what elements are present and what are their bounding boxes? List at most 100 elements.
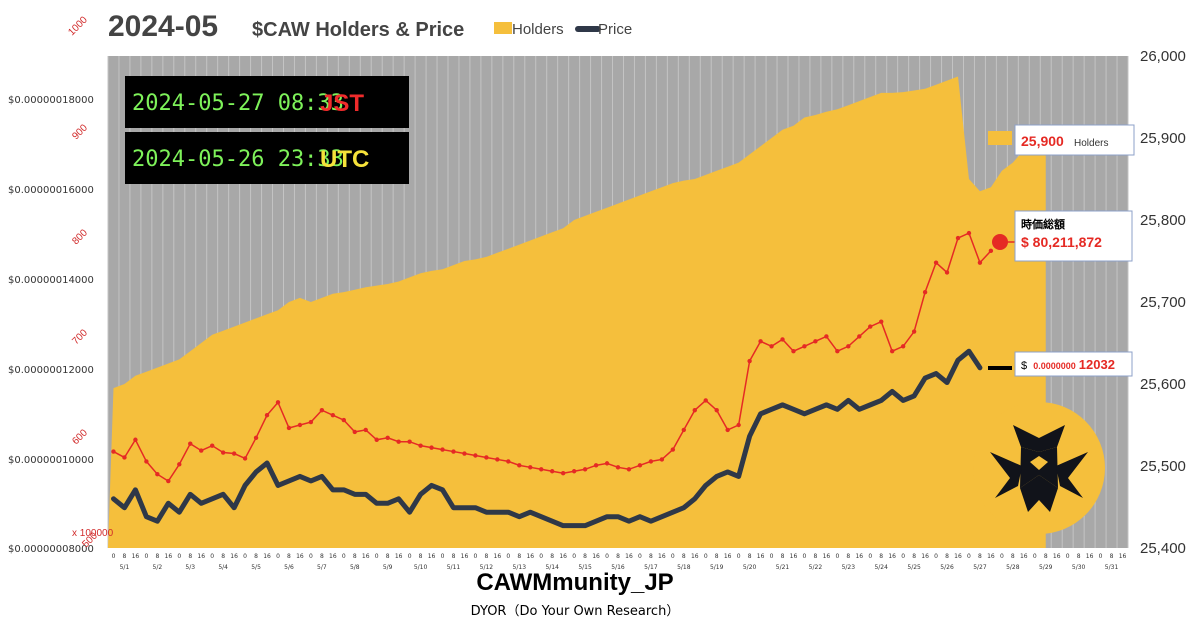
mcap-tick: 600 <box>70 427 90 447</box>
x-hour-label: 16 <box>691 553 699 560</box>
market-cap-point <box>177 462 182 467</box>
mcap-tick: 700 <box>70 327 90 347</box>
mcap-label: 時価総額 <box>1021 217 1065 231</box>
market-cap-point <box>966 230 972 236</box>
x-hour-label: 8 <box>781 553 785 560</box>
market-cap-point <box>769 344 774 349</box>
x-hour-label: 16 <box>494 553 502 560</box>
x-axis-hour-labels: 0 8 16 0 8 16 0 8 16 0 8 16 0 8 16 0 8 16 0 8 16 0 8 16 0 8 16 0 8 16… <box>112 553 1127 560</box>
market-cap-point <box>593 463 599 468</box>
x-day-label: 5/27 <box>973 564 987 571</box>
mcap-tick: 1000 <box>66 14 90 38</box>
market-cap-point <box>911 329 917 334</box>
market-cap-point <box>297 422 303 428</box>
jst-label: JST <box>320 90 364 117</box>
x-hour-label: 8 <box>912 553 916 560</box>
x-hour-label: 8 <box>616 553 620 560</box>
mcap-marker <box>992 234 1008 250</box>
x-day-label: 5/12 <box>480 564 494 571</box>
market-cap-point <box>253 435 259 440</box>
right-tick: 25,400 <box>1140 540 1186 557</box>
left-tick: $0.00000012000 <box>8 365 94 376</box>
market-cap-point <box>758 339 763 344</box>
x-hour-label: 0 <box>803 553 807 560</box>
right-tick: 25,600 <box>1140 376 1186 393</box>
market-cap-point <box>549 469 555 474</box>
x-hour-label: 16 <box>428 553 436 560</box>
market-cap-point <box>418 443 423 448</box>
market-cap-point <box>835 349 840 354</box>
x-hour-label: 0 <box>1099 553 1103 560</box>
market-cap-point <box>407 439 412 444</box>
x-hour-label: 8 <box>846 553 850 560</box>
market-cap-point <box>988 248 994 254</box>
x-hour-label: 0 <box>605 553 609 560</box>
market-cap-point <box>615 465 621 470</box>
x-hour-label: 8 <box>748 553 752 560</box>
crow-icon <box>990 425 1088 512</box>
x-hour-label: 8 <box>550 553 554 560</box>
x-hour-label: 8 <box>1044 553 1048 560</box>
x-hour-label: 0 <box>276 553 280 560</box>
market-cap-point <box>220 450 226 455</box>
left-tick: $0.00000014000 <box>8 275 94 286</box>
x-day-label: 5/3 <box>185 564 195 571</box>
x-hour-label: 0 <box>210 553 214 560</box>
right-axis: 25,400 25,500 25,600 25,700 25,800 25,90… <box>1140 48 1186 557</box>
x-hour-label: 0 <box>441 553 445 560</box>
x-hour-label: 8 <box>188 553 192 560</box>
legend-price-label: Price <box>598 21 632 38</box>
x-hour-label: 0 <box>934 553 938 560</box>
mcap-unit-label: x 100000 <box>72 528 114 539</box>
market-cap-point <box>429 445 434 450</box>
mcap-tick: 900 <box>70 122 90 142</box>
x-hour-label: 0 <box>1066 553 1070 560</box>
x-hour-label: 16 <box>823 553 831 560</box>
x-hour-label: 16 <box>757 553 765 560</box>
market-cap-point <box>495 457 500 462</box>
x-day-label: 5/15 <box>578 564 592 571</box>
market-cap-point <box>626 467 632 472</box>
market-cap-points <box>111 230 994 484</box>
x-day-label: 5/31 <box>1105 564 1119 571</box>
left-tick: $0.00000008000 <box>8 544 94 555</box>
mcap-tick: 800 <box>70 227 90 247</box>
x-hour-label: 16 <box>230 553 238 560</box>
right-tick: 25,500 <box>1140 458 1186 475</box>
market-cap-point <box>944 270 950 275</box>
market-cap-point <box>242 456 248 461</box>
market-cap-point <box>539 467 544 472</box>
market-cap-point <box>714 408 719 413</box>
market-cap-point <box>692 408 697 413</box>
x-hour-label: 0 <box>967 553 971 560</box>
x-hour-label: 0 <box>144 553 148 560</box>
holders-callout-swatch <box>988 131 1012 145</box>
x-hour-label: 0 <box>572 553 576 560</box>
left-tick: $0.00000016000 <box>8 185 94 196</box>
market-cap-point <box>484 455 489 460</box>
price-line <box>110 348 983 529</box>
market-cap-point <box>802 344 807 349</box>
x-hour-label: 8 <box>583 553 587 560</box>
market-cap-point <box>889 349 895 354</box>
holders-callout-unit: Holders <box>1074 138 1108 149</box>
market-cap-point <box>955 235 961 241</box>
market-cap-point <box>286 425 292 431</box>
x-hour-label: 16 <box>888 553 896 560</box>
x-hour-label: 0 <box>737 553 741 560</box>
x-hour-label: 0 <box>868 553 872 560</box>
right-tick: 26,000 <box>1140 48 1186 65</box>
market-cap-point <box>659 457 665 462</box>
x-hour-label: 8 <box>221 553 225 560</box>
market-cap-point <box>571 469 577 474</box>
x-hour-label: 16 <box>395 553 403 560</box>
x-hour-label: 8 <box>945 553 949 560</box>
x-hour-label: 0 <box>539 553 543 560</box>
x-hour-label: 16 <box>987 553 995 560</box>
x-day-label: 5/26 <box>940 564 954 571</box>
x-hour-label: 16 <box>954 553 962 560</box>
market-cap-point <box>791 349 796 354</box>
market-cap-point <box>824 334 829 339</box>
x-day-label: 5/1 <box>120 564 130 571</box>
